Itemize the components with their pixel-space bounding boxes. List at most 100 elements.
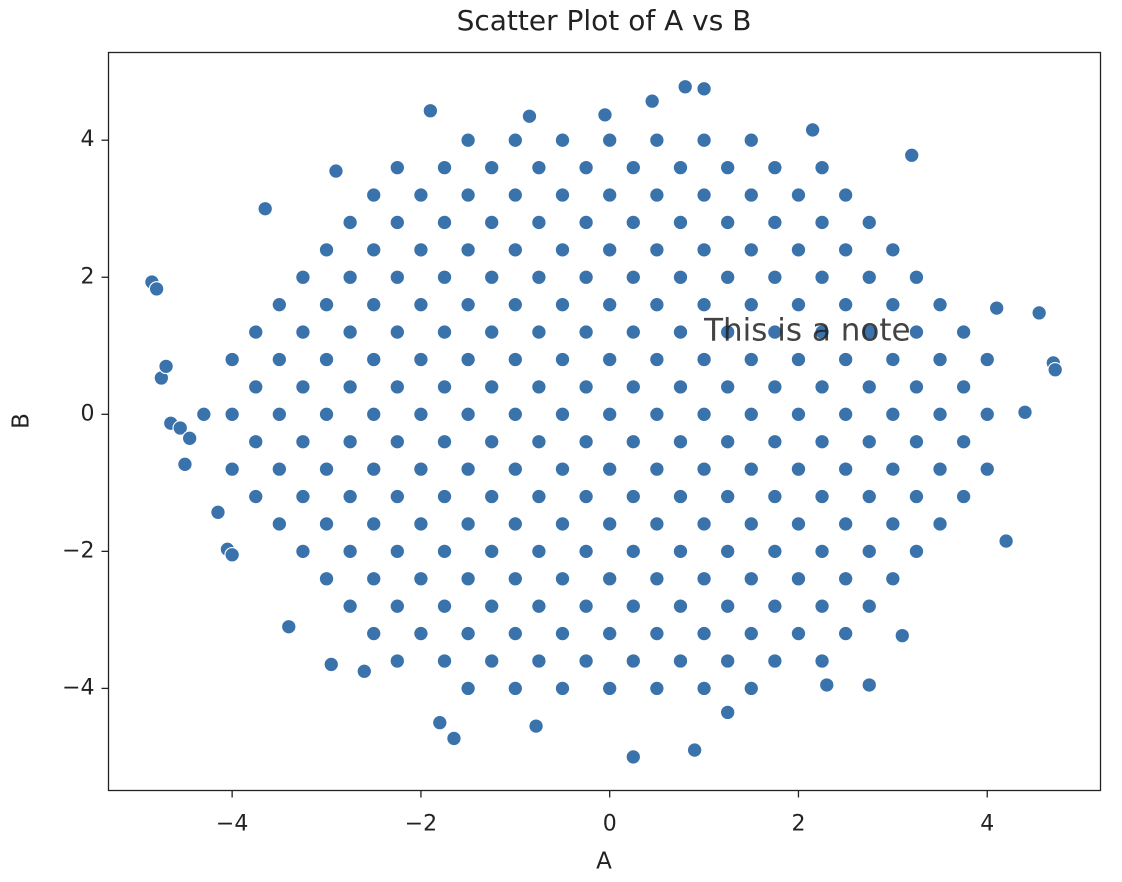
point: [743, 680, 760, 697]
point: [719, 543, 736, 560]
point: [365, 242, 382, 258]
point: [790, 571, 807, 587]
point: [672, 653, 689, 669]
point: [460, 406, 476, 423]
point: [342, 488, 358, 505]
point: [814, 543, 830, 560]
point: [649, 461, 665, 477]
point: [436, 159, 453, 176]
point: [483, 433, 500, 450]
point: [767, 324, 783, 340]
point: [318, 571, 335, 587]
point: [507, 571, 524, 587]
point: [413, 625, 429, 642]
point: [979, 406, 995, 423]
point: [814, 598, 830, 614]
point: [460, 132, 476, 148]
point: [767, 214, 783, 231]
point: [531, 543, 547, 560]
point: [578, 543, 594, 560]
point: [318, 351, 335, 368]
point: [819, 677, 835, 693]
point: [210, 504, 226, 521]
point: [531, 324, 547, 340]
point: [837, 406, 854, 423]
point: [578, 159, 594, 176]
point: [365, 516, 382, 532]
point: [1017, 404, 1033, 420]
point: [436, 324, 453, 340]
point: [837, 296, 854, 313]
point: [318, 406, 335, 423]
point: [625, 598, 642, 614]
point: [531, 488, 547, 505]
point: [625, 214, 642, 231]
point: [743, 516, 760, 532]
point: [672, 488, 689, 505]
point: [1031, 305, 1047, 321]
annotation: This is a note: [703, 312, 911, 348]
point: [247, 433, 264, 450]
point: [342, 324, 358, 340]
point: [389, 269, 406, 286]
point: [767, 159, 783, 176]
point: [861, 488, 878, 505]
point: [649, 625, 665, 642]
point: [365, 351, 382, 368]
point: [885, 351, 901, 368]
point: [507, 242, 524, 258]
point: [672, 379, 689, 395]
point: [696, 461, 712, 477]
point: [554, 242, 571, 258]
point: [790, 461, 807, 477]
point: [743, 296, 760, 313]
point: [649, 516, 665, 532]
point: [743, 242, 760, 258]
point: [554, 461, 571, 477]
point: [837, 242, 854, 258]
point: [767, 598, 783, 614]
point: [804, 122, 821, 138]
point: [955, 488, 972, 505]
point: [578, 488, 594, 505]
point: [814, 379, 830, 395]
point: [861, 677, 878, 693]
y-tick-label: 0: [81, 401, 95, 426]
point: [342, 379, 358, 395]
point: [790, 406, 807, 423]
point: [460, 516, 476, 532]
point: [625, 653, 642, 669]
point: [460, 296, 476, 313]
point: [224, 406, 240, 423]
point: [885, 571, 901, 587]
point: [885, 461, 901, 477]
point: [837, 351, 854, 368]
point: [672, 159, 689, 176]
point: [672, 543, 689, 560]
point: [483, 269, 500, 286]
chart-title: Scatter Plot of A vs B: [457, 4, 752, 37]
x-tick-label: −4: [216, 812, 248, 837]
point: [743, 351, 760, 368]
point: [460, 351, 476, 368]
point: [719, 214, 736, 231]
point: [743, 625, 760, 642]
point: [554, 351, 571, 368]
point: [767, 379, 783, 395]
point: [790, 296, 807, 313]
point: [932, 406, 948, 423]
point: [413, 571, 429, 587]
point: [413, 187, 429, 203]
point: [696, 242, 712, 258]
point: [719, 269, 736, 286]
point: [318, 461, 335, 477]
point: [413, 406, 429, 423]
point: [696, 351, 712, 368]
point: [224, 351, 240, 368]
point: [554, 187, 571, 203]
y-tick-label: 2: [81, 264, 95, 289]
point: [247, 379, 264, 395]
point: [861, 433, 878, 450]
point: [625, 543, 642, 560]
